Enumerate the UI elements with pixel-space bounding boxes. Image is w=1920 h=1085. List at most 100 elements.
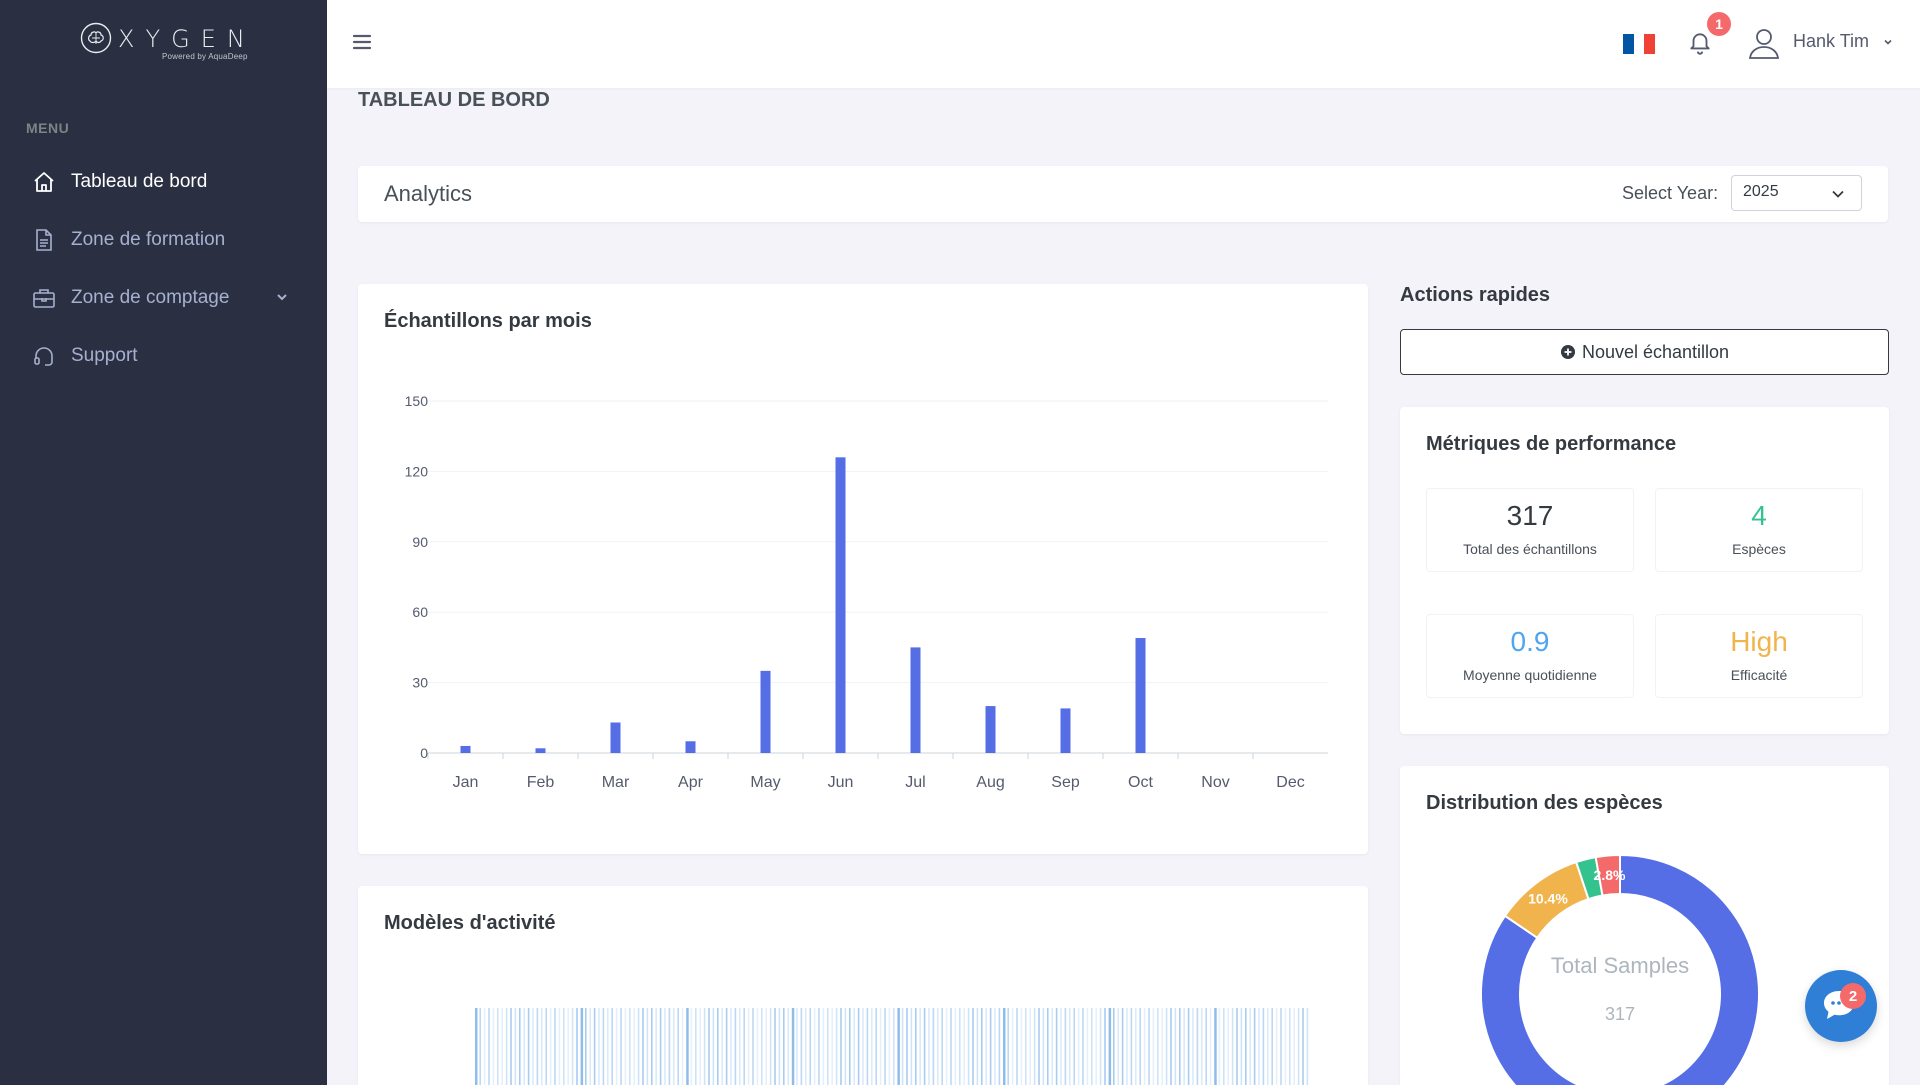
distribution-title: Distribution des espèces: [1426, 792, 1663, 814]
heatmap-stripe: [1086, 1008, 1089, 1085]
heatmap-stripe: [871, 1008, 873, 1085]
heatmap-stripe: [1214, 1008, 1217, 1085]
chevron-down-icon: [277, 294, 287, 301]
heatmap-stripe: [985, 1008, 987, 1085]
heatmap-stripe: [668, 1008, 671, 1085]
heatmap-stripe: [1227, 1008, 1229, 1085]
sidebar-item-counting-zone[interactable]: Zone de comptage: [0, 272, 327, 324]
heatmap-stripe: [624, 1008, 627, 1085]
donut-slice-label: 10.4%: [1528, 891, 1568, 907]
samples-chart-title: Échantillons par mois: [384, 310, 592, 332]
heatmap-stripe: [1051, 1008, 1053, 1085]
heatmap-stripe: [857, 1008, 860, 1085]
heatmap-stripe: [1209, 1008, 1212, 1085]
heatmap-stripe: [1192, 1008, 1194, 1085]
heatmap-stripe: [1179, 1008, 1181, 1085]
heatmap-stripe: [637, 1008, 640, 1085]
y-tick-label: 60: [412, 604, 428, 620]
bar-aug: [985, 706, 996, 753]
chevron-down-icon[interactable]: [1882, 36, 1894, 48]
heatmap-stripe: [831, 1008, 833, 1085]
heatmap-stripe: [690, 1008, 693, 1085]
heatmap-stripe: [708, 1008, 710, 1085]
heatmap-stripe: [1302, 1008, 1304, 1085]
bar-mar: [610, 722, 621, 753]
heatmap-stripe: [888, 1008, 891, 1085]
heatmap-stripe: [1218, 1008, 1221, 1085]
heatmap-stripe: [598, 1008, 600, 1085]
heatmap-stripe: [769, 1008, 772, 1085]
sidebar-item-training-zone[interactable]: Zone de formation: [0, 214, 327, 266]
metric-value: 317: [1506, 500, 1554, 531]
x-tick-label: Jun: [828, 774, 854, 791]
sidebar-item-dashboard[interactable]: Tableau de bord: [0, 156, 327, 208]
metric-daily-average: 0.9 Moyenne quotidienne: [1426, 614, 1634, 698]
donut-center-value: 317: [1605, 1004, 1635, 1024]
heatmap-stripe: [818, 1008, 820, 1085]
heatmap-stripe: [1231, 1008, 1234, 1085]
heatmap-stripe: [791, 1008, 795, 1085]
x-tick-label: Apr: [678, 774, 704, 791]
heatmap-stripe: [576, 1008, 578, 1085]
heatmap-stripe: [835, 1008, 838, 1085]
heatmap-stripe: [1183, 1008, 1185, 1085]
heatmap-stripe: [497, 1008, 499, 1085]
heatmap-stripe: [853, 1008, 855, 1085]
heatmap-stripe: [761, 1008, 763, 1085]
user-name[interactable]: Hank Tim: [1793, 31, 1870, 51]
heatmap-stripe: [910, 1008, 913, 1085]
heatmap-stripe: [1196, 1008, 1199, 1085]
heatmap-stripe: [717, 1008, 719, 1085]
metric-value: High: [1730, 626, 1788, 657]
heatmap-stripe: [840, 1008, 842, 1085]
chat-button[interactable]: [1805, 970, 1877, 1042]
heatmap-stripe: [774, 1008, 776, 1085]
headset-icon: [31, 343, 57, 369]
donut-slice-label: 2.8%: [1594, 867, 1626, 883]
y-tick-label: 0: [420, 745, 428, 761]
year-select[interactable]: 2025: [1731, 175, 1862, 211]
user-avatar-icon[interactable]: [1746, 25, 1782, 61]
heatmap-stripe: [844, 1008, 847, 1085]
heatmap-stripe: [1245, 1008, 1247, 1085]
logo-brain-icon: [80, 22, 112, 54]
heatmap-stripe: [545, 1008, 547, 1085]
y-tick-label: 30: [412, 675, 428, 691]
heatmap-stripe: [725, 1008, 728, 1085]
bar-apr: [685, 741, 696, 753]
activity-heatmap: [475, 1008, 1309, 1085]
heatmap-stripe: [752, 1008, 754, 1085]
language-flag-icon[interactable]: [1623, 34, 1656, 54]
heatmap-stripe: [1025, 1008, 1027, 1085]
heatmap-stripe: [686, 1008, 689, 1085]
bell-icon[interactable]: [1687, 30, 1713, 56]
heatmap-stripe: [989, 1008, 992, 1085]
logo[interactable]: XYGEN Powered by AquaDeep: [80, 20, 260, 66]
heatmap-stripe: [972, 1008, 974, 1085]
heatmap-stripe: [514, 1008, 517, 1085]
heatmap-stripe: [629, 1008, 631, 1085]
heatmap-stripe: [1161, 1008, 1163, 1085]
heatmap-stripe: [994, 1008, 996, 1085]
heatmap-stripe: [1148, 1008, 1150, 1085]
heatmap-stripe: [787, 1008, 789, 1085]
heatmap-stripe: [703, 1008, 706, 1085]
heatmap-stripe: [1236, 1008, 1238, 1085]
heatmap-stripe: [884, 1008, 886, 1085]
sidebar-item-label: Support: [71, 345, 138, 366]
plus-circle-icon: [1560, 345, 1575, 359]
new-sample-button[interactable]: Nouvel échantillon: [1400, 329, 1889, 375]
x-tick-label: Mar: [602, 774, 630, 791]
species-distribution-card: Distribution des espèces Total Samples 3…: [1400, 766, 1889, 1085]
sidebar-item-label: Zone de formation: [71, 229, 226, 250]
analytics-header-card: Analytics Select Year: 2025: [358, 166, 1888, 222]
heatmap-stripe: [1258, 1008, 1260, 1085]
heatmap-stripe: [1069, 1008, 1071, 1085]
heatmap-stripe: [1007, 1008, 1009, 1085]
hamburger-menu-icon[interactable]: [350, 30, 374, 54]
heatmap-stripe: [866, 1008, 869, 1085]
sidebar-item-support[interactable]: Support: [0, 330, 327, 382]
heatmap-stripe: [536, 1008, 539, 1085]
metric-value: 0.9: [1510, 626, 1550, 657]
heatmap-stripe: [950, 1008, 952, 1085]
